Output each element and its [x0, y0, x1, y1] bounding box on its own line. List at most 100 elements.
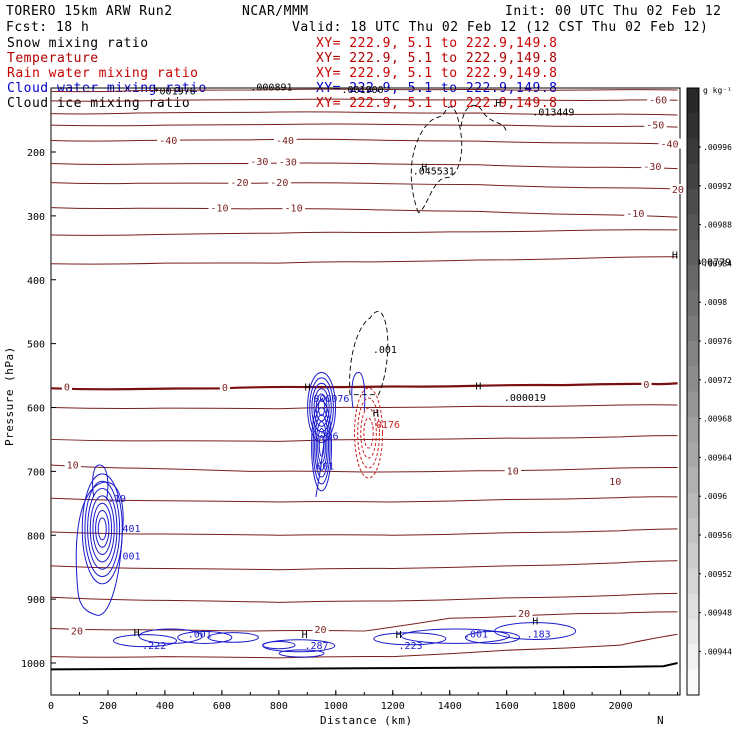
cloud-water-label: .287: [304, 641, 328, 652]
colorbar-band: [687, 644, 699, 671]
snow-contour: [410, 106, 463, 214]
maximum-marker: H: [304, 382, 310, 393]
cloud-water-core: [92, 502, 113, 556]
snow-contours: [349, 104, 508, 396]
x-tick-label: 1400: [438, 701, 462, 712]
legend-entry: Rain water mixing ratio: [7, 66, 199, 81]
temperature-isotherm: [50, 111, 678, 116]
y-tick-label: 200: [27, 148, 45, 159]
cloud-water-label: .001: [464, 629, 488, 640]
y-tick-label: 1000: [21, 659, 45, 670]
isotherm-label-bg: [641, 160, 664, 171]
isotherm-label: -10: [210, 203, 228, 214]
temperature-isotherm: [50, 528, 678, 536]
isotherm-label: -20: [270, 178, 288, 189]
colorbar-band: [687, 543, 699, 570]
colorbar-band: [687, 568, 699, 595]
cloud-water-label: .000076: [307, 394, 349, 405]
colorbar-label: .0098: [703, 298, 727, 307]
isotherm-label-bg: [64, 459, 82, 470]
isotherm-label-bg: [516, 608, 533, 619]
cloud-water-tail: [315, 439, 325, 498]
legend-entry: Snow mixing ratio: [7, 36, 149, 51]
cloud-water-lowlevel: [177, 630, 233, 644]
isotherm-label: 20: [518, 609, 530, 620]
cloud-water-core: [313, 388, 330, 427]
upper-label: .001900: [341, 85, 383, 96]
isotherm-label: 0: [64, 382, 70, 393]
org-label: NCAR/MMM: [242, 4, 309, 19]
y-tick-label: 300: [27, 212, 45, 223]
colorbar-label: .00972: [703, 376, 732, 385]
isotherm-label: -10: [626, 209, 644, 220]
isotherm-label: -40: [276, 136, 294, 147]
maximum-marker: H: [495, 99, 501, 110]
temperature-isotherm: [50, 256, 678, 265]
cloud-water-label: .001: [310, 461, 334, 472]
plot-frame: [50, 87, 681, 696]
temperature-isotherm: [50, 496, 678, 503]
colorbar-band: [687, 467, 699, 494]
colorbar-band: [687, 593, 699, 620]
cloud-water-core: [89, 495, 115, 563]
isotherm-label: -30: [250, 157, 268, 168]
isotherm-label-bg: [219, 381, 231, 392]
isotherm-label-bg: [641, 378, 652, 389]
isotherm-label: -10: [285, 203, 303, 214]
colorbar-label: .00984: [703, 259, 732, 268]
temperature-isotherm: [50, 229, 678, 236]
isotherm-label-bg: [669, 183, 687, 194]
colorbar-label: .00944: [703, 647, 732, 656]
colorbar-band: [687, 214, 699, 241]
x-tick-label: 2000: [609, 701, 633, 712]
cloud-water-label: .19: [108, 494, 126, 505]
legend-entry: Temperature: [7, 51, 99, 66]
x-start-label: S: [82, 714, 89, 727]
isotherm-label: -40: [159, 136, 177, 147]
isotherm-label: -50: [646, 120, 664, 131]
cloud-water-core: [95, 510, 110, 548]
colorbar-label: .0096: [703, 492, 727, 501]
cloud-water-lowlevel: [138, 628, 203, 644]
temperature-isotherm: [50, 611, 678, 632]
isotherm-label-bg: [68, 625, 86, 636]
cloud-water-lowlevel: [262, 641, 296, 650]
rain-water-contours: [354, 387, 384, 479]
cloud-water-outer: [351, 371, 366, 411]
cloud-water-contours: [75, 371, 577, 658]
isotherm-label: -60: [649, 96, 667, 107]
cloud-water-core: [317, 398, 326, 417]
legend-xy: XY= 222.9, 5.1 to 222.9,149.8: [316, 66, 557, 81]
isotherm-label-bg: [504, 465, 522, 476]
snow-label: .045531: [413, 166, 455, 177]
cloud-water-core: [311, 382, 332, 433]
temperature-isotherm: [50, 382, 678, 391]
isotherm-label: 10: [609, 477, 621, 488]
colorbar-band: [687, 619, 699, 645]
legend-xy: XY= 222.9, 5.1 to 222.9,149.8: [316, 51, 557, 66]
maximum-marker: H: [672, 251, 678, 262]
cloud-water-cap: [92, 464, 109, 501]
init-label: Init: 00 UTC Thu 02 Feb 12: [505, 4, 722, 19]
cloud-water-core: [315, 421, 328, 471]
isotherm-label-bg: [607, 475, 624, 486]
temperature-isotherm: [50, 88, 678, 93]
rain-water-contour: [363, 417, 374, 449]
isotherm-label-bg: [248, 155, 271, 166]
x-end-label: N: [657, 714, 664, 727]
cloud-water-lowlevel: [494, 622, 577, 640]
cloud-water-core: [81, 473, 123, 585]
temperature-isotherm: [50, 633, 678, 659]
cloud-water-label: .223: [398, 641, 422, 652]
x-tick-label: 1000: [324, 701, 348, 712]
cloud-water-lowlevel: [207, 632, 259, 643]
temperature-isotherm: [50, 592, 678, 603]
colorbar-label: .00992: [703, 182, 732, 191]
maximum-marker: H: [421, 163, 427, 174]
temperature-isotherm: [50, 123, 678, 128]
x-tick-label: 1200: [381, 701, 405, 712]
temperature-isotherm: [50, 98, 678, 102]
y-tick-label: 400: [27, 276, 45, 287]
cloud-water-lowlevel: [464, 630, 520, 644]
